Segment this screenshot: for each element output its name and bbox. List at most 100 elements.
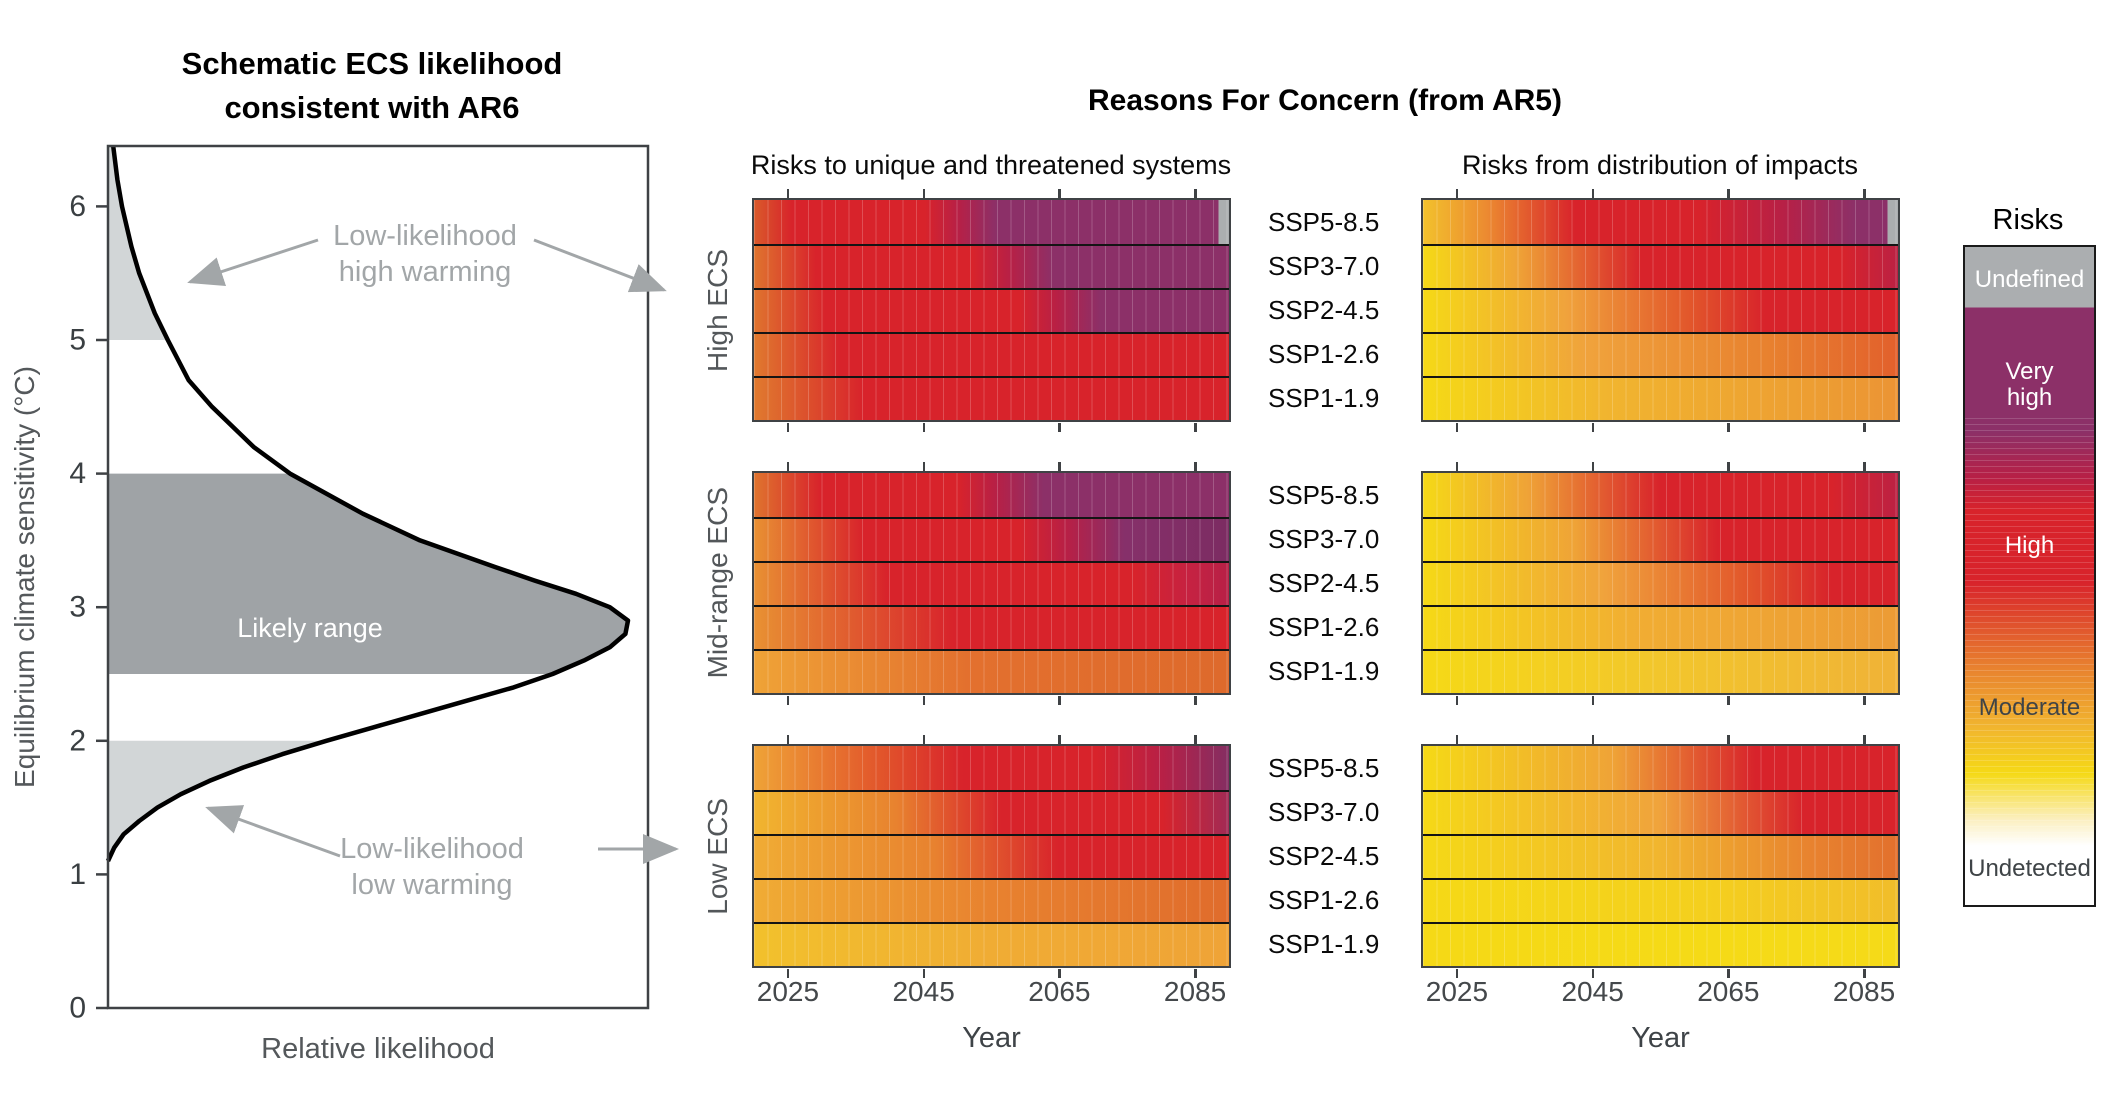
- heatmap-row: [753, 648, 1229, 693]
- legend-stripe-texture: [1965, 418, 2094, 846]
- year-tickmark: [1455, 734, 1459, 744]
- year-tickmark: [786, 461, 790, 471]
- heatmap-row: [1422, 877, 1898, 922]
- year-tick-label: 2085: [1832, 976, 1896, 1007]
- year-tickmark: [1058, 695, 1061, 705]
- year-tickmark: [1591, 188, 1595, 198]
- year-tickmark: [922, 968, 926, 978]
- ssp-label: SSP5-8.5: [1268, 753, 1380, 783]
- year-tickmark: [1058, 188, 1061, 198]
- year-tickmark: [922, 695, 926, 705]
- legend-label-undetected: Undetected: [1968, 854, 2091, 882]
- year-tickmark: [1727, 188, 1730, 198]
- year-tickmark: [1455, 695, 1459, 705]
- year-tickmark: [1455, 422, 1459, 432]
- year-tick-label: 2065: [1028, 976, 1091, 1007]
- heatmap-row: [753, 560, 1229, 605]
- ecs-y-tick-label: 0: [69, 992, 86, 1025]
- year-tickmark: [786, 188, 790, 198]
- ssp-label: SSP2-4.5: [1268, 295, 1380, 325]
- shaded-low-likelihood-low-warming: [108, 740, 327, 861]
- likely-range-label: Likely range: [237, 613, 383, 643]
- risk-legend-colorbar: Undefined Very high High Moderate Undetected: [1963, 245, 2096, 907]
- ssp-label: SSP1-2.6: [1268, 885, 1380, 915]
- ecs-group-label: High ECS: [702, 248, 733, 372]
- heatmap-row: [1422, 243, 1898, 288]
- year-tickmark: [786, 968, 790, 978]
- ecs-y-tick-label: 5: [69, 324, 86, 357]
- year-tickmark: [1727, 695, 1730, 705]
- heatmap-row: [753, 331, 1229, 376]
- ssp-label: SSP1-2.6: [1268, 339, 1380, 369]
- legend-title: Risks: [1992, 204, 2064, 236]
- legend-label-very-high: Very high: [2005, 358, 2054, 412]
- year-tickmark: [1194, 968, 1197, 978]
- ssp-label: SSP3-7.0: [1268, 797, 1380, 827]
- year-tickmark: [1194, 422, 1197, 432]
- heatmap-panel: [1420, 197, 1900, 422]
- legend-label-undefined: Undefined: [1974, 265, 2085, 293]
- heatmap-panel: [1420, 743, 1900, 968]
- heatmap-row: [753, 833, 1229, 878]
- year-tickmark: [1455, 968, 1459, 978]
- heatmap-row: [1422, 921, 1898, 966]
- heatmap-row: [1422, 648, 1898, 693]
- ecs-y-tick-label: 2: [69, 724, 86, 757]
- ssp-label: SSP3-7.0: [1268, 251, 1380, 281]
- heatmap-row: [1422, 833, 1898, 878]
- ecs-plot-border: [106, 144, 650, 1010]
- annotation-low-warming: Low-likelihood low warming: [205, 805, 679, 901]
- ecs-shaded-regions: [108, 146, 628, 861]
- heatmap-panel: [751, 470, 1231, 695]
- ssp-label: SSP1-1.9: [1268, 656, 1380, 686]
- heatmap-row: [753, 789, 1229, 834]
- heatmap-row: [753, 745, 1229, 790]
- year-tickmark: [1727, 422, 1730, 432]
- annotation-high-line2: high warming: [339, 256, 511, 288]
- ecs-likelihood-panel: 0 1 2 3 4 5 6 Equilibrium climate sensitivity …: [9, 144, 679, 1065]
- year-tick-label: 2045: [1561, 976, 1624, 1007]
- year-tickmark: [1058, 422, 1061, 432]
- year-tickmark: [1058, 734, 1061, 744]
- likelihood-curve: [105, 145, 631, 862]
- ecs-y-tick-label: 3: [69, 591, 86, 624]
- ecs-group-label: Mid-range ECS: [702, 487, 733, 679]
- year-tickmark: [1455, 188, 1459, 198]
- year-tickmark: [1863, 461, 1866, 471]
- year-tickmark: [1727, 968, 1730, 978]
- year-tickmark: [1591, 968, 1595, 978]
- annotation-low-line2: low warming: [351, 869, 512, 901]
- heatmap-row: [1422, 375, 1898, 420]
- heatmap-row: [753, 604, 1229, 649]
- heatmap-panel: [1420, 470, 1900, 695]
- year-tickmark: [922, 734, 926, 744]
- heatmap-row: [1422, 331, 1898, 376]
- year-tickmark: [1727, 461, 1730, 471]
- year-tick-label: 2025: [756, 976, 820, 1007]
- ecs-x-axis-label: Relative likelihood: [261, 1033, 495, 1065]
- column-header-distribution-impacts: Risks from distribution of impacts: [1461, 150, 1859, 180]
- year-tickmark: [1863, 422, 1866, 432]
- heatmap-panel: [751, 197, 1231, 422]
- rfc-title: Reasons For Concern (from AR5): [1088, 84, 1562, 117]
- year-tickmark: [1727, 734, 1730, 744]
- ecs-group-label: Low ECS: [702, 797, 733, 915]
- ecs-y-axis-label: Equilibrium climate sensitivity (°C): [9, 366, 40, 788]
- year-tickmark: [922, 461, 926, 471]
- year-tick-label: 2045: [892, 976, 955, 1007]
- shaded-likely-range: [109, 473, 628, 674]
- heatmap-row: [1422, 199, 1898, 244]
- column-header-unique-systems: Risks to unique and threatened systems: [750, 150, 1232, 180]
- heatmap-row: [753, 472, 1229, 517]
- heatmap-panel: [751, 743, 1231, 968]
- year-tickmark: [1591, 422, 1595, 432]
- year-tickmark: [1194, 695, 1197, 705]
- heatmap-row: [1422, 287, 1898, 332]
- heatmap-row: [1422, 604, 1898, 649]
- ssp-label: SSP1-1.9: [1268, 929, 1380, 959]
- year-tickmark: [786, 695, 790, 705]
- ssp-label: SSP5-8.5: [1268, 207, 1380, 237]
- heatmap-row: [753, 516, 1229, 561]
- year-tickmark: [922, 422, 926, 432]
